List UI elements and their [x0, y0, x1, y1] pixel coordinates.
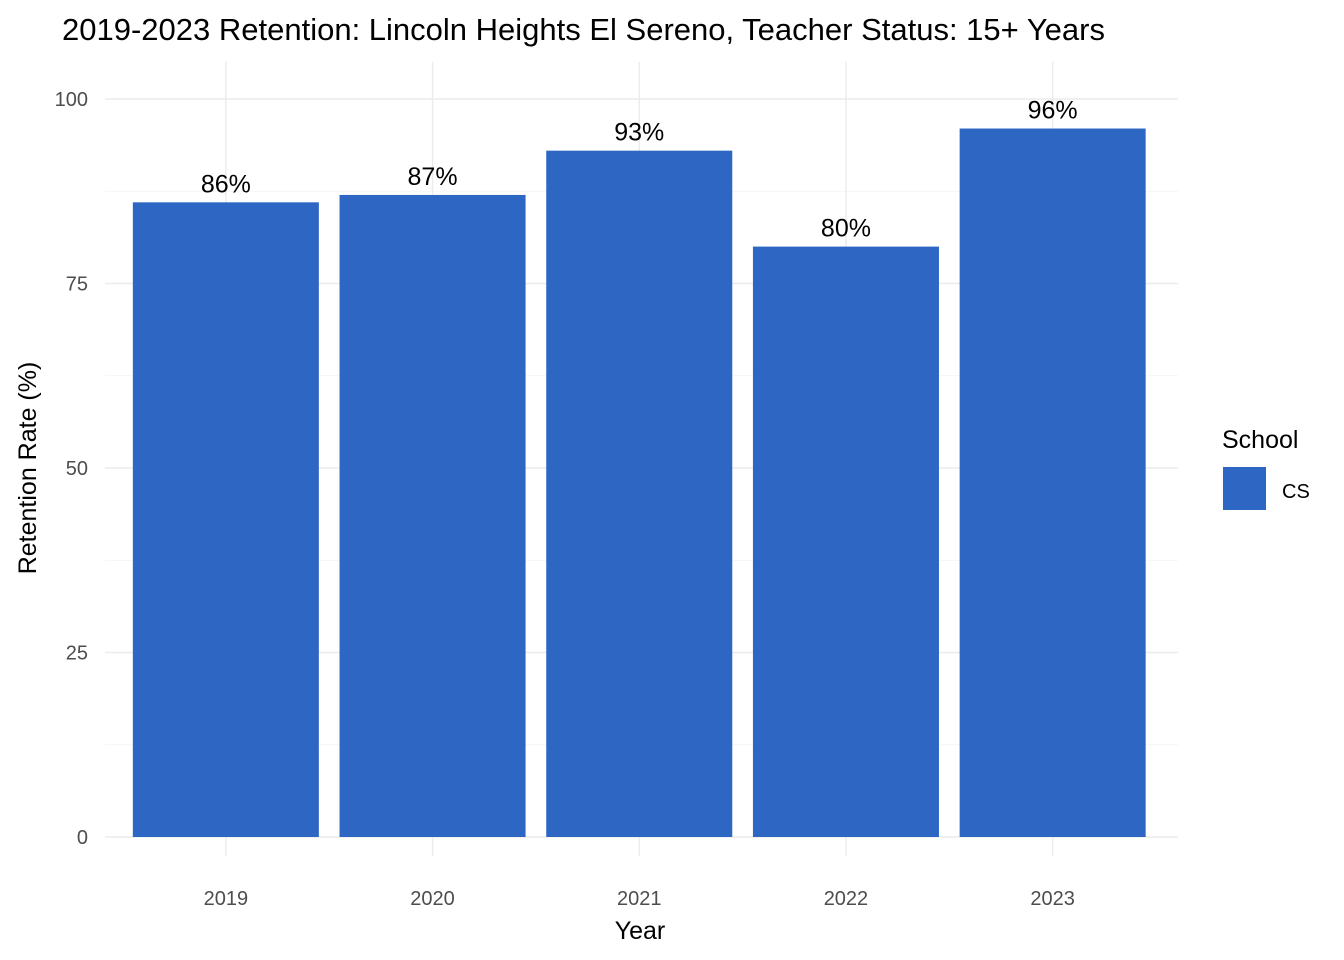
x-axis-title: Year	[615, 917, 666, 945]
data-label-2021: 93%	[614, 119, 664, 147]
legend-key-cs	[1223, 467, 1266, 510]
x-tick-label: 2020	[410, 888, 455, 910]
bars	[132, 128, 1146, 838]
data-label-2019: 86%	[201, 170, 251, 198]
legend-label-cs: CS	[1282, 481, 1310, 503]
bar-2021	[546, 150, 733, 837]
data-label-2023: 96%	[1028, 97, 1078, 125]
legend: School CS	[1222, 426, 1310, 510]
bar-2023	[959, 128, 1146, 837]
data-label-2020: 87%	[408, 163, 458, 191]
y-axis-ticks: 0 25 50 75 100	[55, 89, 88, 849]
bar-2019	[132, 202, 319, 837]
x-tick-label: 2019	[204, 888, 249, 910]
y-tick-label: 0	[77, 827, 88, 849]
x-axis-ticks: 2019 2020 2021 2022 2023	[204, 888, 1075, 910]
chart-title: 2019-2023 Retention: Lincoln Heights El …	[62, 12, 1105, 47]
x-tick-label: 2021	[617, 888, 662, 910]
y-tick-label: 100	[55, 89, 88, 111]
bar-2020	[339, 194, 526, 837]
x-tick-label: 2023	[1030, 888, 1075, 910]
y-tick-label: 50	[66, 458, 88, 480]
legend-title: School	[1222, 426, 1298, 454]
x-tick-label: 2022	[824, 888, 869, 910]
data-labels: 86% 87% 93% 80% 96%	[201, 97, 1078, 243]
y-tick-label: 25	[66, 643, 88, 665]
y-tick-label: 75	[66, 274, 88, 296]
bar-2022	[752, 246, 939, 838]
y-axis-title: Retention Rate (%)	[14, 362, 42, 575]
data-label-2022: 80%	[821, 215, 871, 243]
